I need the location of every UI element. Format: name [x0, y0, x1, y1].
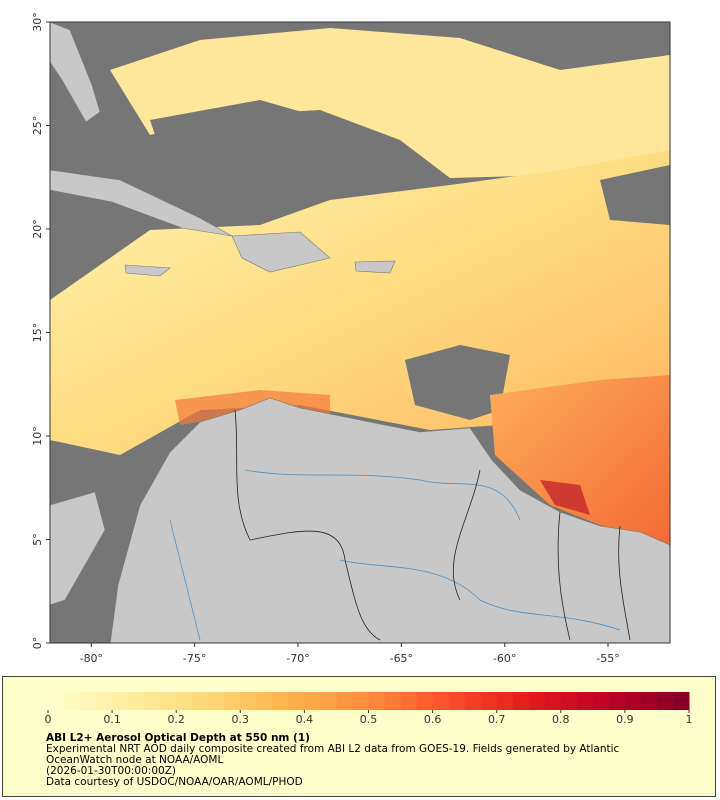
colorbar-tick-label: 0.7 — [488, 713, 506, 726]
colorbar-step — [128, 692, 145, 710]
colorbar-step — [112, 692, 129, 710]
colorbar-step — [480, 692, 498, 710]
colorbar-step — [80, 692, 97, 710]
caption-description: Experimental NRT AOD daily composite cre… — [46, 743, 620, 766]
colorbar-tick-label: 0 — [45, 713, 52, 726]
colorbar-step — [176, 692, 193, 710]
colorbar-tick-label: 0.5 — [360, 713, 378, 726]
colorbar-step — [464, 692, 482, 710]
borders — [234, 409, 631, 641]
colorbar-step — [592, 692, 610, 710]
colorbar-step — [352, 692, 369, 710]
colorbar-step — [432, 692, 450, 710]
colorbar-step — [224, 692, 241, 710]
aerosol-high — [540, 480, 590, 515]
colorbar-step — [416, 692, 434, 710]
colorbar-tick-label: 0.3 — [232, 713, 250, 726]
caption-credit: Data courtesy of USDOC/NOAA/OAR/AOML/PHO… — [46, 776, 303, 788]
cloud-gap — [600, 165, 670, 225]
colorbar-tick-label: 0.8 — [552, 713, 570, 726]
colorbar-step — [624, 692, 642, 710]
colorbar-step — [320, 692, 337, 710]
colorbar-step — [512, 692, 530, 710]
colorbar-step — [336, 692, 353, 710]
colorbar-step — [288, 692, 305, 710]
colorbar-step — [656, 692, 674, 710]
colorbar-step — [368, 692, 386, 710]
y-tick-label: 30° — [31, 12, 44, 32]
aerosol-north — [110, 28, 670, 178]
x-tick-label: -60° — [493, 652, 516, 665]
colorbar-step — [96, 692, 113, 710]
colorbar-step — [64, 692, 81, 710]
colorbar-step — [576, 692, 594, 710]
x-tick-label: -70° — [286, 652, 309, 665]
aerosol-southeast — [490, 375, 670, 545]
colorbar-tick-label: 0.9 — [616, 713, 634, 726]
aerosol-central — [50, 150, 670, 455]
caption-title: ABI L2+ Aerosol Optical Depth at 550 nm … — [46, 732, 310, 744]
colorbar-step — [144, 692, 161, 710]
caption-date: (2026-01-30T00:00:00Z) — [46, 765, 176, 777]
colorbar-step — [672, 692, 690, 710]
colorbar-step — [256, 692, 273, 710]
colorbar-tick-label: 0.4 — [296, 713, 314, 726]
colorbar-tick-label: 0.6 — [424, 713, 442, 726]
map: -80° -75° -70° -65° -60° -55° 0° 5° 10° 15° 20° 25°… — [31, 12, 671, 665]
colorbar-step — [608, 692, 626, 710]
colorbar-step — [48, 692, 65, 710]
colorbar-step — [528, 692, 546, 710]
y-tick-label: 15° — [31, 323, 44, 343]
colorbar-svg: 0 0.1 0.2 0.3 0.4 0.5 0.6 0.7 0.8 0.9 1 — [45, 692, 693, 726]
colorbar-tick-label: 0.1 — [103, 713, 121, 726]
x-tick-label: -65° — [390, 652, 413, 665]
rivers — [169, 469, 621, 641]
colorbar-step — [208, 692, 225, 710]
y-tick-label: 20° — [31, 219, 44, 239]
colorbar-step — [384, 692, 402, 710]
colorbar-step — [400, 692, 418, 710]
x-tick-label: -80° — [80, 652, 103, 665]
colorbar-step — [544, 692, 562, 710]
y-tick-label: 10° — [31, 426, 44, 446]
colorbar-step — [240, 692, 257, 710]
map-layers — [50, 22, 670, 643]
colorbar-step — [496, 692, 514, 710]
y-tick-label: 25° — [31, 116, 44, 136]
x-tick-label: -75° — [183, 652, 206, 665]
y-tick-label: 5° — [31, 533, 44, 546]
cloud-gap — [150, 100, 360, 200]
colorbar-step — [640, 692, 658, 710]
caption: ABI L2+ Aerosol Optical Depth at 550 nm … — [46, 733, 686, 788]
land — [50, 22, 670, 643]
colorbar-step — [160, 692, 177, 710]
colorbar-tick-label: 0.2 — [167, 713, 185, 726]
y-tick-label: 0° — [31, 637, 44, 650]
colorbar-step — [304, 692, 321, 710]
x-tick-label: -55° — [596, 652, 619, 665]
cloud-gap — [405, 345, 510, 420]
colorbar-tick-label: 1 — [686, 713, 693, 726]
axis-ticks: -80° -75° -70° -65° -60° -55° 0° 5° 10° 15° 20° 25°… — [31, 12, 620, 665]
colorbar-step — [272, 692, 289, 710]
colorbar-step — [448, 692, 466, 710]
colorbar-step — [192, 692, 209, 710]
colorbar-step — [560, 692, 578, 710]
